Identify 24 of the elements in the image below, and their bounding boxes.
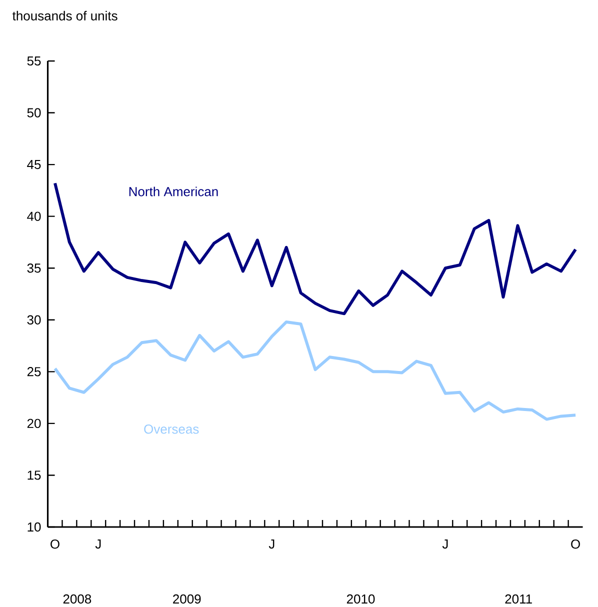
text: 2011 [505, 594, 532, 604]
y-tick-label: 50 [27, 108, 41, 118]
y-tick-label: 10 [28, 522, 41, 532]
x-tick-label: O [50, 540, 60, 549]
y-tick-label: 15 [28, 470, 41, 480]
text: North American [129, 186, 218, 196]
line-series [54, 320, 578, 421]
y-tick-label: 55 [27, 56, 41, 66]
line-series [54, 182, 578, 316]
y-tick-label: 30 [27, 315, 41, 324]
y-tick-label: 45 [27, 160, 41, 170]
y-tick-label: 25 [27, 367, 41, 376]
text: Overseas [144, 424, 199, 434]
text: 2010 [346, 594, 375, 604]
y-axis-title: thousands of units [12, 10, 118, 20]
text: 2008 [63, 594, 92, 604]
x-tick-label: J [268, 540, 274, 549]
text: 2009 [173, 594, 201, 604]
y-tick-label: 35 [27, 264, 41, 273]
y-tick-label: 20 [27, 418, 41, 428]
x-tick-label: O [571, 540, 580, 549]
x-tick-label: J [95, 540, 101, 549]
x-tick-label: J [442, 540, 448, 549]
y-tick-label: 40 [27, 212, 41, 221]
